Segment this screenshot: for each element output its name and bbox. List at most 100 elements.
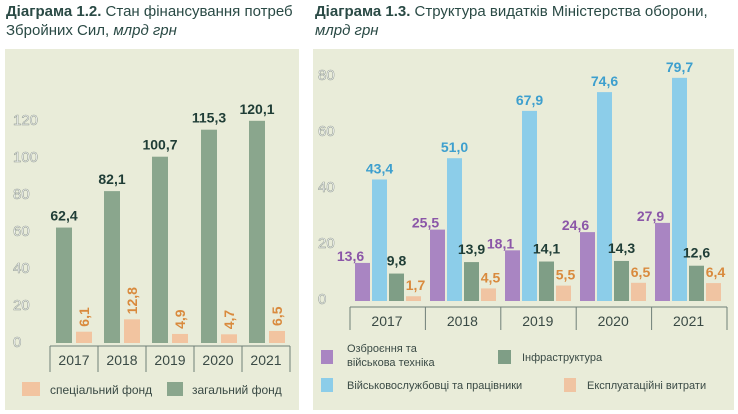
chart2-legend-label-weapons-line1: Озброєння та [347, 343, 418, 355]
chart1-label-special: 6,1 [76, 307, 92, 327]
chart2-bar-personnel [672, 77, 687, 301]
chart1-ytick-label: 0 [13, 334, 21, 351]
chart1-x-label: 2017 [58, 352, 89, 368]
chart1-ytick-label: 60 [13, 223, 30, 240]
chart2-x-label: 2019 [522, 313, 553, 329]
chart1-bar-special [221, 334, 237, 343]
chart2-legend-swatch-infrastructure [498, 350, 511, 364]
chart2-label-weapons: 25,5 [412, 215, 439, 231]
chart2-legend-label-weapons: Озброєння та військова техніка [347, 343, 435, 369]
chart1-label-special: 6,5 [269, 306, 285, 326]
chart1-label-general: 120,1 [239, 101, 274, 117]
chart2-label-operating: 4,5 [481, 269, 501, 285]
chart1-label-special: 4,7 [221, 310, 237, 330]
chart2-bar-weapons [430, 229, 445, 301]
chart2-label-operating: 6,5 [631, 264, 651, 280]
chart2-bar-operating [481, 288, 496, 301]
chart1-x-label: 2018 [106, 352, 137, 368]
chart2-legend-label-infrastructure: Інфраструктура [522, 352, 603, 364]
chart2-label-infrastructure: 12,6 [683, 245, 710, 261]
chart2-x-label: 2021 [673, 313, 704, 329]
chart2-legend-label-personnel: Військовослужбовці та працівники [347, 380, 522, 392]
chart2-title-unit: млрд грн [315, 22, 379, 39]
chart1-label-special: 4,9 [172, 309, 188, 329]
chart2-ytick-label: 60 [318, 123, 335, 140]
chart1-title-unit: млрд грн [109, 22, 177, 39]
chart1-ytick-label: 20 [13, 297, 30, 314]
chart1-label-general: 100,7 [142, 137, 177, 153]
chart2-label-operating: 1,7 [406, 277, 426, 293]
chart1-ytick-label: 40 [13, 260, 30, 277]
chart2-legend-label-operating: Експлуатаційні витрати [587, 380, 706, 392]
chart1-x-label: 2020 [202, 352, 233, 368]
chart2-bar-operating [631, 282, 646, 301]
chart1-bar-general [152, 156, 168, 343]
chart1-ytick-label: 100 [13, 149, 38, 166]
chart2-legend-swatch-operating [564, 378, 576, 392]
chart1-title-number: Діаграма 1.2. [6, 3, 102, 20]
chart1-title: Діаграма 1.2. Стан фінансування потреб З… [6, 2, 296, 40]
chart1-legend-swatch-special [22, 382, 40, 396]
chart2-label-personnel: 67,9 [516, 92, 543, 108]
chart2-x-label: 2017 [371, 313, 402, 329]
chart2-ytick-label: 0 [318, 291, 326, 308]
chart1-label-general: 115,3 [192, 110, 226, 126]
chart2-bar-personnel [372, 179, 387, 301]
chart2-bar-personnel [522, 110, 537, 301]
chart2-ytick-label: 40 [318, 179, 335, 196]
chart2-label-infrastructure: 9,8 [387, 253, 407, 269]
chart2-label-personnel: 79,7 [666, 59, 693, 75]
chart2-bar-infrastructure [614, 260, 629, 301]
chart2-bar-weapons [655, 222, 670, 301]
chart2-label-infrastructure: 14,1 [533, 241, 560, 257]
chart2-label-weapons: 18,1 [487, 235, 514, 251]
chart1-ytick-label: 120 [13, 112, 38, 129]
chart1-label-general: 62,4 [50, 208, 77, 224]
chart2-bar-operating [556, 285, 571, 301]
chart1-bar-general [201, 129, 217, 343]
chart2-bar-infrastructure [689, 265, 704, 301]
chart1-bar-general [104, 191, 120, 343]
chart1-x-label: 2021 [250, 352, 281, 368]
chart1-legend-label-special: спеціальний фонд [50, 383, 152, 397]
chart2-bar-personnel [597, 92, 612, 302]
chart1-label-general: 82,1 [98, 171, 125, 187]
chart2-title-number: Діаграма 1.3. [315, 3, 411, 20]
chart1-bar-special [269, 330, 285, 343]
chart2-bar-infrastructure [539, 261, 554, 301]
chart1-legend-label-general: загальний фонд [192, 383, 282, 397]
chart2-bar-infrastructure [464, 262, 479, 301]
chart2-ytick-label: 20 [318, 235, 335, 252]
chart2-bar-personnel [447, 158, 462, 301]
chart2-bar-infrastructure [389, 273, 404, 301]
chart2-label-weapons: 27,9 [637, 208, 664, 224]
chart1-legend-swatch-general [167, 382, 183, 396]
chart2-bar-operating [706, 283, 721, 301]
chart2-label-weapons: 13,6 [337, 248, 364, 264]
chart2-legend-swatch-personnel [321, 378, 333, 392]
chart2-label-weapons: 24,6 [562, 217, 589, 233]
chart1-ytick-label: 80 [13, 186, 30, 203]
chart2-bar-operating [406, 296, 421, 301]
chart1-bar-special [124, 319, 140, 343]
chart1-bar-general [249, 120, 265, 343]
chart1-bar-general [56, 227, 72, 343]
chart1-label-special: 12,8 [124, 287, 140, 314]
chart2-label-operating: 6,4 [706, 264, 726, 280]
chart1-title-text: Стан фінансування потреб Збройних Сил, [6, 3, 293, 39]
chart2-label-personnel: 43,4 [366, 160, 393, 176]
chart2-label-operating: 5,5 [556, 267, 576, 283]
chart2-x-label: 2020 [598, 313, 629, 329]
chart2-label-infrastructure: 13,9 [458, 241, 485, 257]
chart2-bar-weapons [505, 250, 520, 301]
chart1-x-label: 2019 [154, 352, 185, 368]
chart2-label-infrastructure: 14,3 [608, 240, 635, 256]
chart2-label-personnel: 51,0 [441, 139, 468, 155]
chart1-bar-special [172, 333, 188, 343]
chart2-title-text: Структура видатків Міністерства оборони, [410, 3, 708, 20]
chart2-legend-label-weapons-line2: військова техніка [347, 357, 435, 369]
chart2-x-label: 2018 [447, 313, 478, 329]
chart1-bar-special [76, 331, 92, 343]
